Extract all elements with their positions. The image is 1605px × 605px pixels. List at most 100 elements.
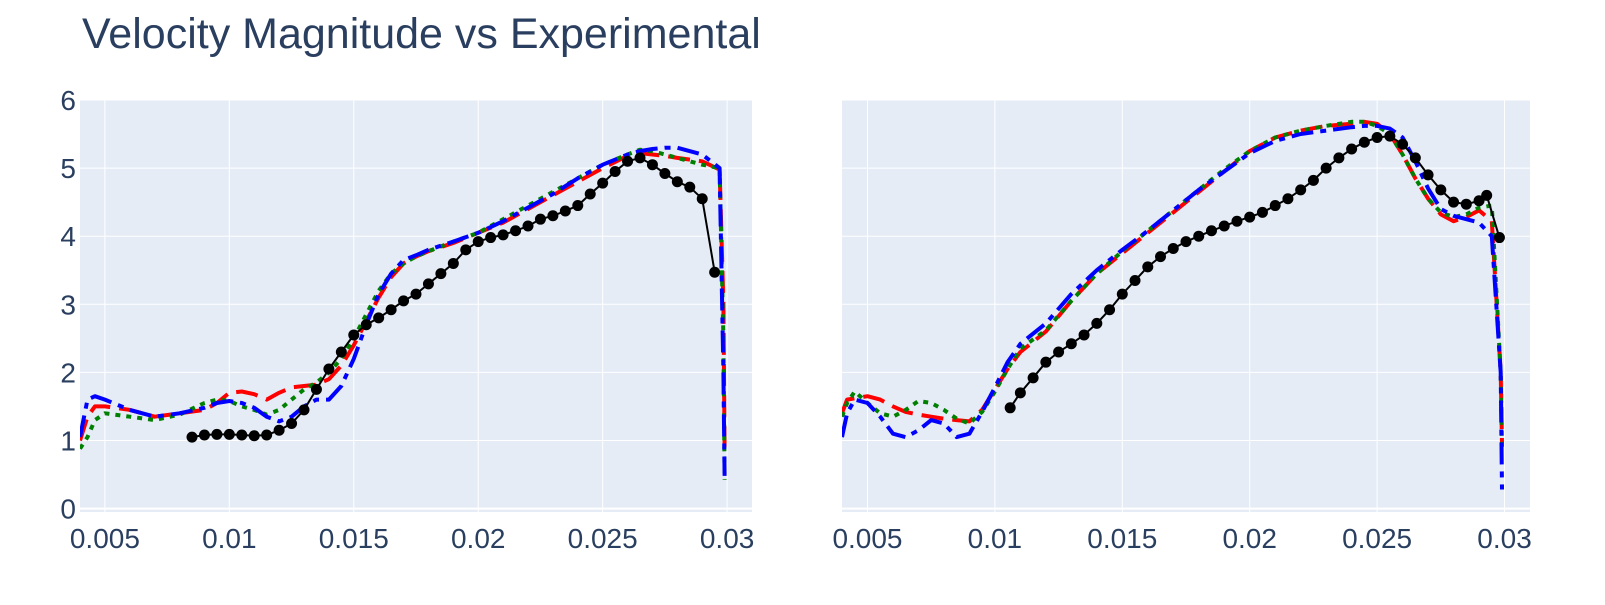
data-point <box>522 220 534 232</box>
data-point <box>1307 174 1319 186</box>
x-tick-label: 0.025 <box>568 523 638 554</box>
data-point <box>597 177 609 189</box>
data-point <box>1295 184 1307 196</box>
data-point <box>1397 138 1409 150</box>
data-point <box>422 278 434 290</box>
data-point <box>1004 402 1016 414</box>
data-point <box>1244 211 1256 223</box>
data-point <box>1231 215 1243 227</box>
data-point <box>447 257 459 269</box>
data-point <box>1435 184 1447 196</box>
plot-area-left <box>80 100 752 512</box>
data-point <box>223 428 235 440</box>
series-line-blue-dashdot <box>80 145 727 476</box>
data-point <box>547 210 559 222</box>
data-point <box>1180 236 1192 248</box>
data-point <box>1256 206 1268 218</box>
data-point <box>385 304 397 316</box>
chart-title: Velocity Magnitude vs Experimental <box>82 10 761 58</box>
x-tick-label: 0.01 <box>968 523 1023 554</box>
y-tick-label: 1 <box>60 425 76 456</box>
data-point <box>497 229 509 241</box>
series-group-left <box>80 145 727 481</box>
data-point <box>410 288 422 300</box>
series-group-right <box>842 119 1505 490</box>
data-point <box>572 200 584 212</box>
data-point <box>485 232 497 244</box>
data-point <box>584 188 596 200</box>
data-point <box>472 236 484 248</box>
data-point <box>1358 136 1370 148</box>
data-point <box>1065 338 1077 350</box>
data-point <box>1320 162 1332 174</box>
data-point <box>360 319 372 331</box>
data-point <box>1142 261 1154 273</box>
x-tick-label: 0.01 <box>202 523 257 554</box>
data-point <box>1205 225 1217 237</box>
x-tick-label: 0.03 <box>700 523 755 554</box>
plot-area-right <box>842 100 1530 512</box>
data-point <box>1333 152 1345 164</box>
data-point <box>1155 251 1167 263</box>
data-point <box>646 159 658 171</box>
data-point <box>198 429 210 441</box>
data-point <box>1346 143 1358 155</box>
data-point <box>1193 230 1205 242</box>
data-point <box>261 429 273 441</box>
y-tick-label: 4 <box>60 221 76 252</box>
data-point <box>684 181 696 193</box>
data-point <box>559 205 571 217</box>
x-tick-label: 0.03 <box>1477 523 1532 554</box>
data-point <box>622 155 634 167</box>
data-point <box>1091 317 1103 329</box>
data-point <box>186 431 198 443</box>
data-point <box>1078 329 1090 341</box>
data-point <box>335 346 347 358</box>
data-point <box>1104 304 1116 316</box>
x-tick-label: 0.02 <box>1222 523 1277 554</box>
data-point <box>373 312 385 324</box>
data-point <box>435 268 447 280</box>
data-point <box>1269 200 1281 212</box>
data-point <box>211 428 223 440</box>
series-line-blue-dashdot <box>842 123 1504 490</box>
data-point <box>1040 356 1052 368</box>
data-point <box>510 225 522 237</box>
x-tick-label: 0.015 <box>319 523 389 554</box>
data-point <box>1481 189 1493 201</box>
data-point <box>1384 130 1396 142</box>
series-line-black <box>1009 135 1501 409</box>
data-point <box>273 424 285 436</box>
data-point <box>286 417 298 429</box>
data-point <box>1027 372 1039 384</box>
data-point <box>236 429 248 441</box>
data-point <box>1129 274 1141 286</box>
x-tick-label: 0.02 <box>451 523 506 554</box>
data-point <box>671 176 683 188</box>
data-point <box>609 166 621 178</box>
data-point <box>709 266 721 278</box>
data-point <box>1448 196 1460 208</box>
data-point <box>298 404 310 416</box>
data-point <box>1460 198 1472 210</box>
data-point <box>1473 195 1485 207</box>
data-point <box>1422 169 1434 181</box>
data-point <box>398 295 410 307</box>
y-tick-label: 3 <box>60 289 76 320</box>
data-point <box>1014 387 1026 399</box>
data-point <box>248 430 260 442</box>
x-tick-label: 0.025 <box>1342 523 1412 554</box>
panel-left: 0.005 0.01 0.015 0.02 0.025 0.03 0 1 2 3 4 5 6 <box>60 85 754 554</box>
data-point <box>1493 232 1505 244</box>
data-point <box>1371 131 1383 143</box>
data-point <box>323 363 335 375</box>
data-point <box>348 329 360 341</box>
data-point <box>1167 242 1179 254</box>
data-point <box>310 383 322 395</box>
data-point <box>1116 288 1128 300</box>
y-tick-label: 2 <box>60 357 76 388</box>
data-point <box>659 168 671 180</box>
x-tick-label: 0.005 <box>832 523 902 554</box>
